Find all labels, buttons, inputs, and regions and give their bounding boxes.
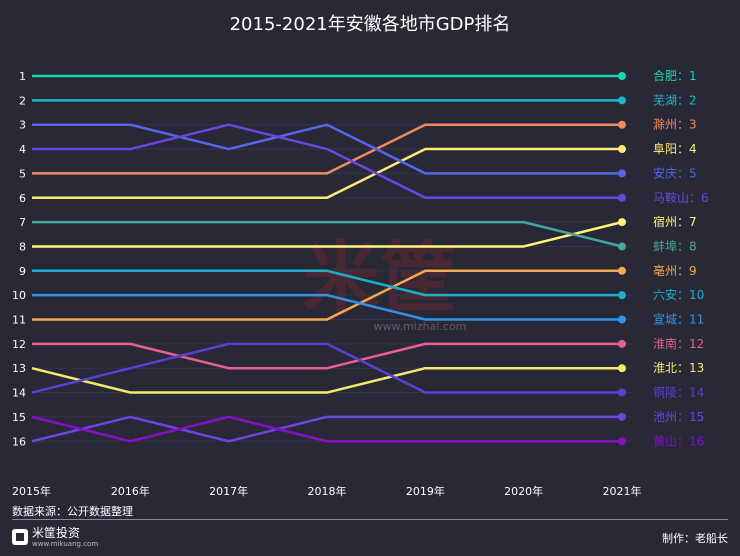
series-line: [32, 123, 622, 199]
author-credit: 制作：老船长: [662, 532, 728, 545]
end-labels: 合肥：1 芜湖：2 滁州：3 阜阳：4 安庆：5 马鞍山：6 宿州：7 蚌埠：8 亳州：9 六安：…: [653, 68, 709, 448]
series-end-label: 六安：10: [653, 287, 704, 302]
series-line: [32, 269, 622, 321]
x-tick-label: 2016年: [111, 484, 150, 498]
y-tick-label: 13: [12, 362, 26, 375]
series-end-label: 宿州：7: [653, 214, 697, 229]
series-end-label: 淮北：13: [653, 361, 704, 375]
data-source-note: 数据来源：公开数据整理: [12, 505, 133, 518]
y-tick-label: 15: [12, 411, 26, 424]
series-end-point: [618, 72, 626, 80]
series-line: [32, 220, 623, 248]
y-tick-label: 12: [12, 338, 26, 351]
watermark-url: www.mizhai.com: [374, 320, 467, 333]
y-tick-label: 16: [12, 435, 26, 448]
y-tick-label: 6: [19, 192, 26, 205]
y-tick-label: 10: [12, 289, 26, 302]
series-end-label: 滁州：3: [653, 117, 697, 132]
x-tick-label: 2021年: [603, 484, 642, 498]
y-tick-label: 5: [19, 167, 26, 180]
y-tick-label: 7: [19, 216, 26, 229]
y-tick-label: 9: [19, 265, 26, 278]
x-tick-label: 2017年: [209, 484, 248, 498]
series-end-point: [618, 315, 626, 324]
series-end-point: [618, 291, 626, 300]
series-end-point: [618, 242, 626, 251]
logo-icon: [12, 529, 28, 545]
footer-divider: [12, 519, 728, 520]
series-end-point: [618, 193, 626, 202]
series-line: [32, 220, 623, 248]
watermark: 米筐 www.mizhai.com: [302, 234, 466, 333]
series-line: [31, 415, 622, 443]
series-end-label: 马鞍山：6: [653, 190, 709, 205]
x-axis-ticks: 2015年 2016年 2017年 2018年 2019年 2020年 2021年: [12, 484, 642, 498]
x-tick-label: 2015年: [12, 484, 51, 498]
series-lines: [31, 72, 626, 446]
series-end-point: [618, 120, 626, 129]
series-line: [32, 147, 622, 199]
series-line: [32, 123, 622, 175]
x-tick-label: 2019年: [406, 484, 445, 498]
series-end-label: 池州：15: [653, 410, 704, 424]
y-tick-label: 3: [19, 119, 26, 132]
series-end-point: [618, 169, 626, 178]
series-end-point: [618, 437, 626, 446]
series-end-label: 铜陵：14: [653, 385, 704, 400]
y-tick-label: 11: [12, 314, 26, 327]
series-line: [32, 269, 622, 297]
y-tick-label: 1: [19, 70, 26, 83]
series-end-label: 芜湖：2: [653, 92, 697, 107]
chart-title: 2015-2021年安徽各地市GDP排名: [229, 14, 511, 35]
x-tick-label: 2020年: [504, 484, 543, 498]
series-end-label: 蚌埠：8: [653, 239, 697, 253]
series-end-point: [618, 96, 626, 105]
y-tick-label: 4: [19, 143, 26, 156]
x-tick-label: 2018年: [308, 484, 347, 498]
y-tick-label: 8: [19, 240, 26, 253]
y-tick-label: 14: [12, 387, 26, 400]
series-end-point: [618, 266, 626, 275]
series-end-label: 阜阳：4: [653, 142, 697, 156]
logo-name: 米筐投资: [32, 526, 81, 540]
brand-logo: 米筐投资 www.mikuang.com: [12, 526, 98, 548]
series-end-point: [618, 339, 626, 348]
series-line: [32, 293, 622, 321]
series-line: [31, 366, 622, 394]
series-end-label: 亳州：9: [653, 263, 697, 278]
series-end-point: [618, 145, 626, 154]
series-end-label: 黄山：16: [653, 434, 704, 448]
series-end-point: [618, 218, 626, 227]
y-tick-label: 2: [19, 94, 26, 107]
series-end-point: [618, 388, 626, 397]
series-end-label: 合肥：1: [653, 68, 697, 83]
series-end-point: [618, 412, 626, 421]
logo-url: www.mikuang.com: [32, 540, 99, 548]
series-line: [31, 415, 622, 443]
series-end-label: 淮南：12: [653, 336, 704, 351]
series-end-label: 宣城：11: [653, 312, 704, 327]
series-line: [31, 342, 622, 394]
series-end-label: 安庆：5: [653, 165, 697, 180]
series-line: [32, 342, 622, 370]
series-line: [32, 123, 622, 175]
series-end-point: [618, 364, 626, 373]
line-chart: 米筐 www.mizhai.com 1234567891011121314151…: [12, 68, 709, 498]
